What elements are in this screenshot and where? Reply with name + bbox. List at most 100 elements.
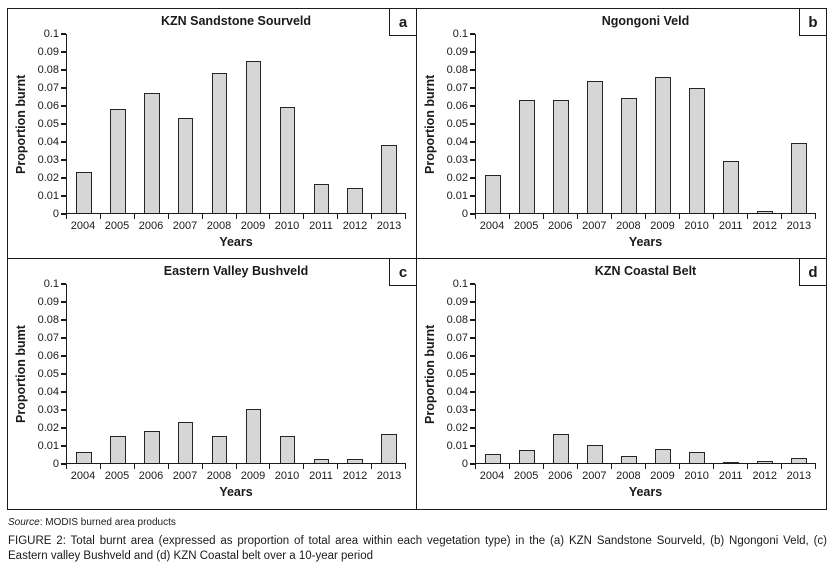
y-axis-tick-mark [61,105,66,107]
plot-area-a [66,34,406,214]
chart-title-c: Eastern Valley Bushveld [163,264,309,278]
x-axis-tick [645,214,679,219]
y-axis-title-a: Proportion burnt [14,74,28,174]
chart-panel-a: a KZN Sandstone Sourveld Proportion burn… [8,9,417,259]
y-axis-tick: 0.07 [38,82,66,94]
bar-2012 [347,187,363,213]
y-axis-tick-label: 0.01 [446,190,468,202]
x-axis-label: 2013 [786,470,812,482]
y-axis-tick: 0.02 [38,172,66,184]
source-note: Source: MODIS burned area products [8,517,827,528]
y-axis-tick: 0.01 [447,440,475,452]
bar-slot [544,284,578,463]
y-axis-tick: 0 [53,208,66,220]
y-axis-tick-label: 0.07 [37,82,59,94]
bar-slot [510,284,544,463]
bar-2004 [485,175,501,213]
bar-2006 [143,430,160,463]
x-axis-tick [713,214,747,219]
bar-slot [646,284,680,463]
bar-2007 [587,80,603,213]
x-axis-label: 2012 [342,470,368,482]
x-axis-labels-d: 2004 2005 2006 2007 2008 2009 2010 2011 2012 2013 [475,470,816,482]
chart-a: KZN Sandstone Sourveld Proportion burnt … [8,9,416,258]
y-axis-tick-label: 0.08 [446,314,468,326]
chart-panel-c: c Eastern Valley Bushveld Proportion bum… [8,259,417,509]
y-axis-tick-label: 0.05 [37,118,59,130]
y-axis-tick-mark [61,51,66,53]
bar-slot [612,34,646,213]
x-axis-tick [99,464,134,469]
x-axis-tick [509,214,543,219]
y-axis-tick-label: 0 [461,208,468,220]
chart-body-b: Proportion burnt 0.1 0.09 0.08 0.07 0.06 0.05… [423,28,816,249]
y-axis-tick: 0.05 [447,118,475,130]
bar-slot [135,284,169,463]
y-axis-tick: 0.06 [447,100,475,112]
x-axis-tick [269,214,303,219]
y-axis-tick: 0 [462,458,475,470]
plot-area-b [475,34,816,214]
y-axis-tick-mark [61,283,66,285]
bar-2005 [519,100,535,213]
y-axis-tick-label: 0.02 [37,422,59,434]
x-axis-label: 2011 [309,220,333,232]
plot-area-d [475,284,816,464]
x-axis-label: 2011 [309,470,333,482]
y-axis-tick-label: 0.06 [37,350,59,362]
y-axis-tick-label: 0.05 [446,118,468,130]
bar-2007 [177,421,194,463]
y-axis-tick: 0.07 [38,332,66,344]
x-axis-tick [509,464,543,469]
bar-2005 [519,450,535,463]
y-axis-tick-label: 0.05 [37,368,59,380]
x-axis-label: 2005 [513,220,539,232]
bar-slot [782,284,816,463]
x-axis-title-d: Years [628,485,663,499]
bar-slot [101,284,135,463]
x-axis-label: 2010 [684,220,709,232]
y-axis-title-d: Proportion burnt [423,324,437,424]
bar-2010 [689,87,705,213]
y-axis-tick-label: 0.02 [446,172,468,184]
chart-body-c: Proportion bumt 0.1 0.09 0.08 0.07 0.06 0.05 0… [14,278,407,499]
x-axis-label: 2009 [650,220,675,232]
y-axis-tick-label: 0.03 [37,154,59,166]
y-axis-tick-label: 0 [461,458,468,470]
x-axis-labels-a: 2004 2005 2006 2007 2008 2009 2010 2011 2012 2013 [66,220,406,232]
bar-slot [782,34,816,213]
x-axis-tick [337,214,371,219]
y-axis-tick: 0.01 [447,190,475,202]
bar-slot [680,284,714,463]
y-axis-tick-mark [470,409,475,411]
bar-slot [578,34,612,213]
y-axis-tick-label: 0.03 [446,404,468,416]
bar-slot [578,284,612,463]
x-axis-tick [133,214,168,219]
y-axis-tick-mark [470,87,475,89]
y-axis-tick-label: 0.1 [452,278,468,290]
x-axis-label: 2012 [342,220,368,232]
y-axis-tick: 0.1 [44,278,66,290]
x-axis-tick [679,464,713,469]
y-axis-tick-mark [470,445,475,447]
y-axis-tick-label: 0.04 [446,136,468,148]
x-axis-tick [781,214,816,219]
bar-slot [135,34,169,213]
x-axis-label: 2009 [650,470,675,482]
x-axis-label: 2007 [582,470,607,482]
x-axis-tick [201,214,236,219]
bar-2011 [723,161,739,213]
y-axis-tick-label: 0.02 [446,422,468,434]
y-axis-tick: 0.1 [453,278,475,290]
y-axis-tick-mark [470,177,475,179]
y-axis-tick-label: 0.06 [446,100,468,112]
y-axis-tick-mark [61,123,66,125]
x-axis-ticks-d [475,464,816,469]
bar-2012 [757,211,773,213]
x-axis-label: 2009 [240,470,266,482]
x-axis-label: 2010 [274,220,300,232]
x-axis-labels-c: 2004 2005 2006 2007 2008 2009 2010 2011 2012 2013 [66,470,406,482]
y-axis-tick-label: 0 [52,208,59,220]
y-axis-tick-mark [61,391,66,393]
